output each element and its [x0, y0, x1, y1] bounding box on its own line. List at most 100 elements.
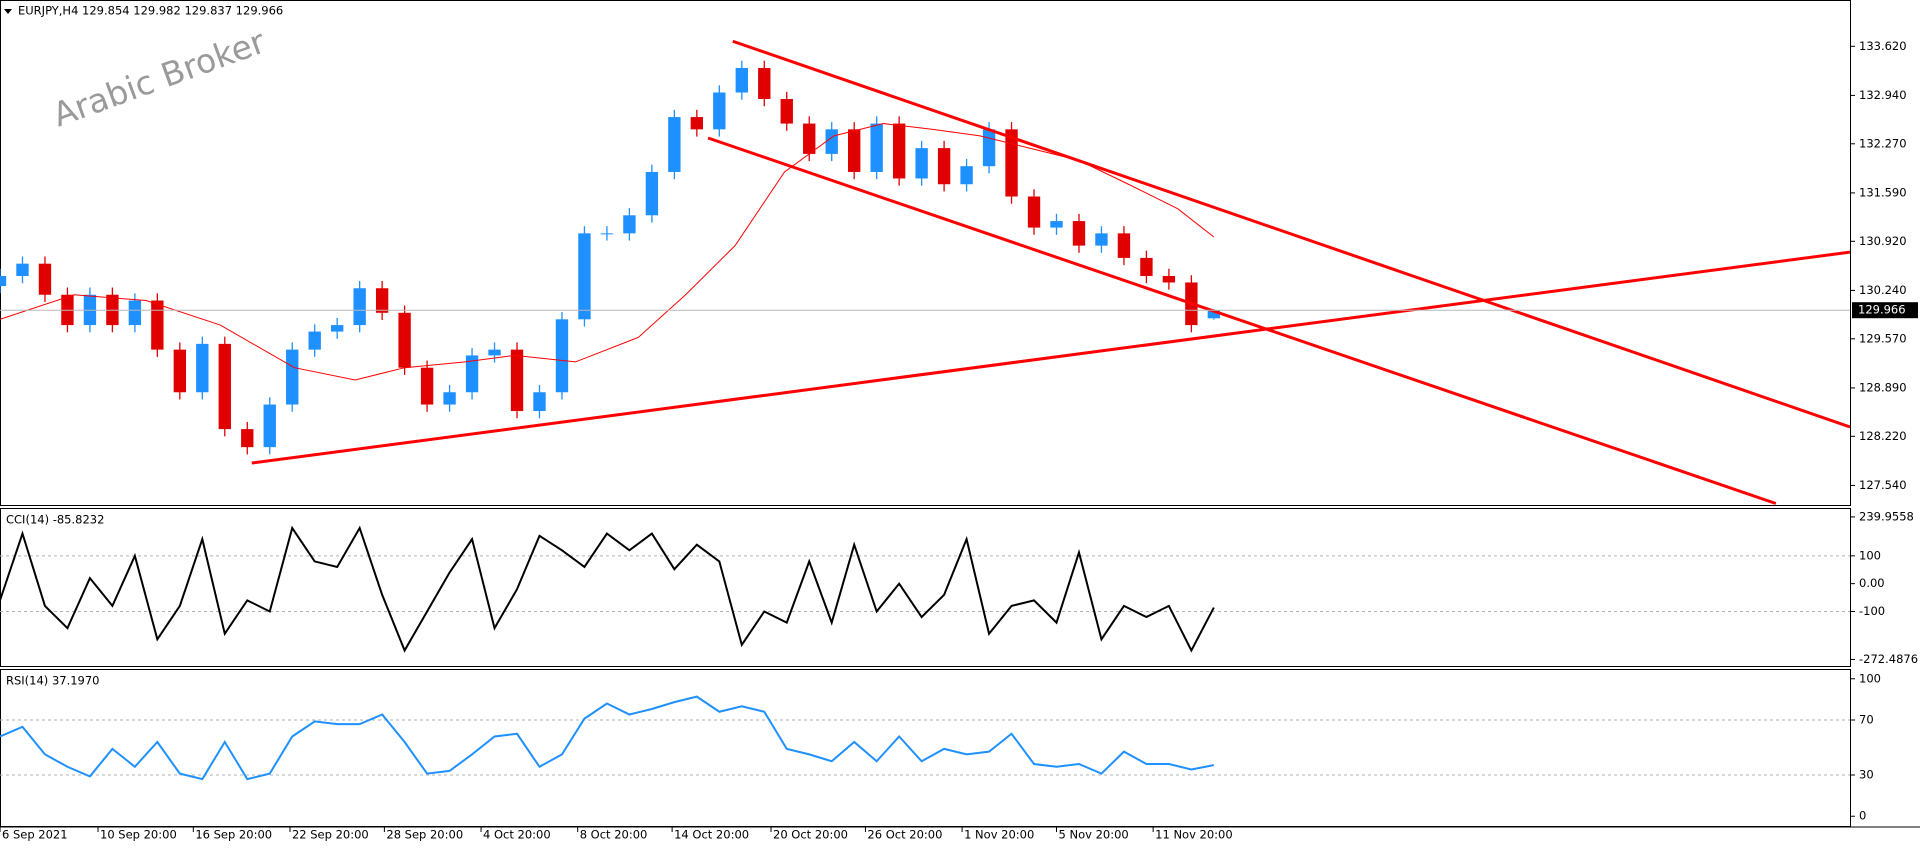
plot-area	[0, 525, 1850, 653]
candle-body	[915, 148, 928, 179]
x-tick-label: 26 Oct 20:00	[867, 828, 942, 842]
candle-body	[578, 233, 591, 320]
x-tick-label: 6 Sep 2021	[2, 828, 68, 842]
x-tick-label: 10 Sep 20:00	[100, 828, 177, 842]
indicator-line	[0, 695, 1215, 781]
y-tick-label: 30	[1859, 767, 1874, 781]
chart-title: EURJPY,H4 129.854 129.982 129.837 129.96…	[18, 4, 283, 18]
x-tick-label: 28 Sep 20:00	[386, 828, 463, 842]
trendline	[707, 136, 1777, 505]
candle-body	[960, 166, 973, 185]
candle-body	[420, 367, 434, 405]
candle-body	[151, 300, 164, 350]
candle-body	[1027, 196, 1041, 228]
cci-title: CCI(14) -85.8232	[6, 513, 104, 527]
candle-body	[1050, 221, 1063, 228]
candle-body	[375, 288, 389, 313]
plot-area	[0, 695, 1850, 781]
candle-body	[263, 404, 276, 448]
y-tick-label: 130.240	[1859, 283, 1907, 297]
x-tick-label: 4 Oct 20:00	[483, 828, 551, 842]
trendline	[251, 250, 1850, 465]
x-tick-label: 20 Oct 20:00	[773, 828, 848, 842]
y-tick-label: 131.590	[1859, 185, 1907, 199]
candle-body	[330, 325, 344, 332]
candle-body	[1162, 275, 1176, 283]
candle-body	[0, 275, 7, 287]
candle-body	[780, 99, 793, 124]
y-tick-label: 127.540	[1859, 478, 1907, 492]
candle-body	[1207, 310, 1221, 319]
candle-body	[848, 129, 861, 172]
y-tick-label: 100	[1859, 671, 1881, 685]
y-tick-label: 132.940	[1859, 88, 1907, 102]
y-tick-label: 100	[1859, 548, 1881, 562]
plot-area	[0, 39, 1850, 505]
trendline	[732, 39, 1850, 429]
candle-body	[735, 67, 748, 93]
y-tick-label: 0	[1859, 809, 1866, 823]
candle-body	[1005, 129, 1018, 197]
rsi-panel	[0, 669, 1851, 827]
candle-body	[645, 171, 659, 216]
candle-body	[892, 123, 906, 179]
candle-body	[241, 429, 254, 448]
candle-body	[218, 343, 231, 430]
candle-body	[286, 349, 299, 405]
candle-body	[533, 392, 546, 412]
cci-panel	[0, 508, 1851, 667]
x-tick-label: 14 Oct 20:00	[674, 828, 749, 842]
candle-body	[1072, 221, 1086, 246]
y-tick-label: 130.920	[1859, 234, 1907, 248]
last-price-box	[1852, 302, 1918, 319]
candle-body	[128, 300, 142, 326]
candle-body	[668, 117, 681, 172]
candle-body	[16, 263, 29, 276]
candle-body	[713, 92, 726, 130]
x-tick-label: 16 Sep 20:00	[195, 828, 272, 842]
y-tick-label: 0.00	[1859, 576, 1885, 590]
y-tick-label: 128.220	[1859, 429, 1907, 443]
y-tick-label: 70	[1859, 713, 1874, 727]
rsi-title: RSI(14) 37.1970	[6, 674, 100, 688]
candle-body	[555, 319, 569, 393]
candle-body	[937, 148, 951, 185]
candle-body	[308, 331, 321, 350]
x-tick-label: 5 Nov 20:00	[1059, 828, 1129, 842]
y-tick-label: -272.4876	[1859, 652, 1918, 666]
y-tick-label: 129.570	[1859, 331, 1907, 345]
candle-body	[758, 67, 771, 100]
symbol-menu-arrow	[4, 9, 12, 14]
candle-body	[825, 129, 838, 154]
candle-body	[690, 117, 704, 130]
y-tick-label: -100	[1859, 604, 1885, 618]
candle-body	[803, 123, 816, 154]
main-panel	[0, 0, 1851, 506]
y-tick-label: 128.890	[1859, 380, 1907, 394]
candle-body	[1140, 257, 1153, 276]
last-price-label: 129.966	[1858, 303, 1906, 317]
candle-body	[870, 123, 883, 172]
candle-body	[510, 349, 524, 412]
candle-body	[1095, 233, 1108, 246]
candle-body	[465, 355, 479, 393]
candle-body	[353, 288, 366, 326]
y-tick-label: 239.9558	[1859, 509, 1914, 523]
indicator-line	[0, 525, 1215, 653]
candle-body	[600, 233, 614, 235]
candle-body	[1117, 233, 1131, 258]
candle-body	[398, 312, 411, 368]
x-tick-label: 8 Oct 20:00	[580, 828, 648, 842]
candle-body	[38, 263, 52, 295]
candle-body	[982, 129, 996, 167]
candle-body	[196, 343, 209, 393]
candle-body	[443, 392, 456, 405]
candle-body	[173, 349, 187, 393]
moving-average	[0, 123, 1215, 381]
x-tick-label: 11 Nov 20:00	[1155, 828, 1233, 842]
y-tick-label: 133.620	[1859, 39, 1907, 53]
x-tick-label: 1 Nov 20:00	[964, 828, 1034, 842]
candle-body	[488, 349, 501, 356]
x-tick-label: 22 Sep 20:00	[292, 828, 369, 842]
